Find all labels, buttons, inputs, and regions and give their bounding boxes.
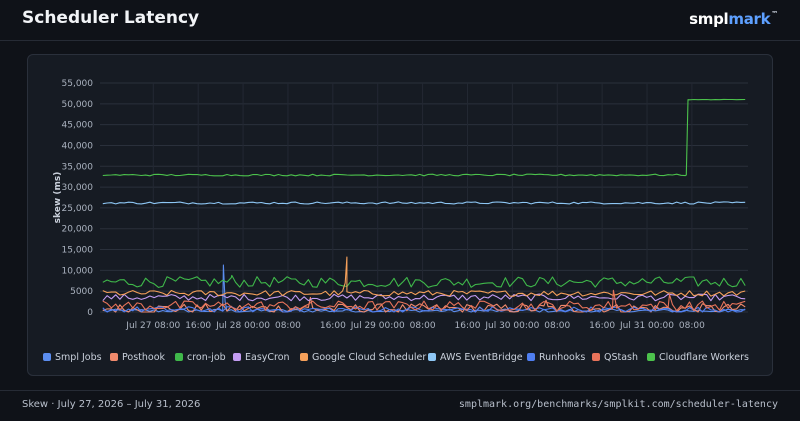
y-tick-label: 40,000 [62,141,94,151]
series-line-qstash [102,289,746,312]
series-line-google-cloud-scheduler [102,256,746,297]
x-tick-label: 16:00 [320,321,346,331]
legend-swatch [175,353,183,361]
legend-swatch [110,353,118,361]
legend-label: Google Cloud Scheduler [312,352,426,363]
footer: Skew · July 27, 2026 – July 31, 2026 smp… [0,390,800,421]
x-tick-label: 08:00 [410,321,436,331]
legend-item[interactable]: Runhooks [527,352,585,363]
x-tick-label: Jul 28 00:00 [215,321,270,331]
legend-item[interactable]: EasyCron [233,352,290,363]
brand-logo-part1: smpl [689,10,729,28]
legend-swatch [428,353,436,361]
legend-item[interactable]: Smpl Jobs [43,352,102,363]
y-tick-label: 30,000 [62,183,94,193]
y-tick-label: 10,000 [62,266,94,276]
legend-item[interactable]: cron-job [175,352,226,363]
footer-range: Skew · July 27, 2026 – July 31, 2026 [22,399,201,410]
series-line-smpl-jobs [102,264,746,313]
legend-item[interactable]: AWS EventBridge [428,352,523,363]
y-tick-label: 15,000 [62,246,94,256]
y-tick-label: 55,000 [62,79,94,89]
y-axis-label: skew (ms) [53,172,63,224]
legend-label: Runhooks [539,352,585,363]
brand-logo-part2: mark [728,10,771,28]
x-tick-label: 08:00 [679,321,705,331]
legend-label: cron-job [187,352,226,363]
legend-swatch [43,353,51,361]
legend-swatch [527,353,535,361]
x-tick-label: Jul 27 08:00 [125,321,180,331]
legend-label: Smpl Jobs [55,352,102,363]
x-tick-label: 16:00 [455,321,481,331]
series-line-cron-job [102,274,746,288]
legend-item[interactable]: Cloudflare Workers [647,352,749,363]
footer-url[interactable]: smplmark.org/benchmarks/smplkit.com/sche… [458,399,778,410]
latency-chart: 0 5000 10,000 15,000 20,000 25,000 30,000 35,00… [43,79,749,363]
brand-logo[interactable]: smplmark™ [689,10,778,28]
x-tick-label: 08:00 [275,321,301,331]
header: Scheduler Latency smplmark™ [0,0,800,41]
x-tick-label: Jul 30 00:00 [484,321,539,331]
legend-swatch [647,353,655,361]
y-tick-label: 5000 [70,287,93,297]
y-tick-label: 0 [87,308,93,318]
legend-label: Posthook [122,352,166,363]
x-tick-label: Jul 29 00:00 [350,321,405,331]
legend-item[interactable]: Google Cloud Scheduler [300,352,426,363]
legend-item[interactable]: QStash [592,352,638,363]
legend-label: EasyCron [245,352,290,363]
x-tick-label: 16:00 [185,321,211,331]
legend-swatch [592,353,600,361]
series-lines [102,98,746,313]
chart-legend: Smpl Jobs Posthook cron-job EasyCron Google … [43,352,749,363]
y-tick-label: 50,000 [62,100,94,110]
brand-trademark: ™ [771,10,778,18]
x-tick-label: 16:00 [589,321,615,331]
legend-item[interactable]: Posthook [110,352,166,363]
legend-swatch [233,353,241,361]
page-title: Scheduler Latency [22,8,200,28]
chart-grid [100,82,748,313]
legend-label: Cloudflare Workers [659,352,749,363]
y-axis-ticks: 0 5000 10,000 15,000 20,000 25,000 30,000 35,00… [62,79,94,318]
y-tick-label: 25,000 [62,204,94,214]
x-axis-ticks: Jul 27 08:00 16:00 Jul 28 00:00 08:00 16:00 J… [125,321,705,331]
y-tick-label: 45,000 [62,121,94,131]
x-tick-label: 08:00 [544,321,570,331]
legend-label: AWS EventBridge [440,352,523,363]
x-tick-label: Jul 31 00:00 [619,321,674,331]
series-line-easycron [102,293,746,302]
legend-label: QStash [604,352,638,363]
y-tick-label: 20,000 [62,225,94,235]
y-tick-label: 35,000 [62,162,94,172]
chart-card [27,54,773,376]
series-line-aws-eventbridge [102,201,746,205]
series-line-posthook [102,296,746,313]
series-line-cloudflare-workers [102,98,746,177]
legend-swatch [300,353,308,361]
